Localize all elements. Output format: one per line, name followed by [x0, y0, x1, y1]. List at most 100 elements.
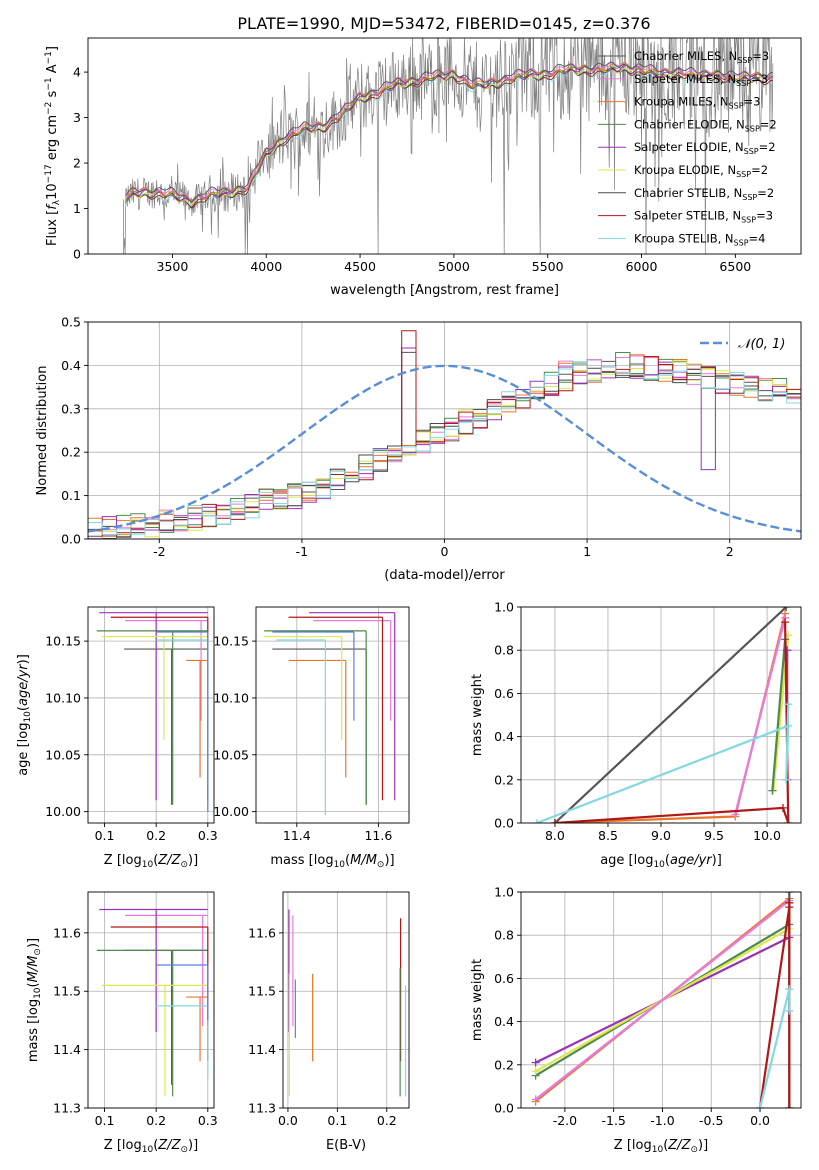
- y-axis-label-part: −1: [44, 51, 54, 64]
- x-tick-label: 10.0: [753, 828, 781, 843]
- y-tick-label: 0.8: [494, 928, 514, 943]
- y-axis-label-part: log: [26, 999, 41, 1019]
- y-tick-label: 1.0: [494, 885, 514, 900]
- x-axis-label: Z [log10(Z/Z⊙)]: [614, 1138, 708, 1155]
- series-marker: [531, 1095, 540, 1104]
- y-tick-label: 0.2: [494, 772, 514, 787]
- legend-entry: Chabrier MILES, NSSP=3: [634, 49, 769, 65]
- series-marker: [785, 985, 794, 994]
- series-marker: [782, 775, 791, 784]
- x-axis-label-part: ⊙: [377, 860, 385, 870]
- axes-frame: [255, 606, 410, 824]
- legend-value: =3: [751, 72, 768, 86]
- x-axis-label-part: Z/Z: [667, 1138, 691, 1153]
- histogram-salpeter-miles: [88, 355, 801, 539]
- y-axis-label-part: erg cm: [45, 115, 60, 164]
- x-axis-label-part: 10: [142, 860, 154, 870]
- legend-entry: Salpeter STELIB, NSSP=3: [634, 209, 773, 225]
- series-line-salpeter-miles: [734, 617, 787, 815]
- y-axis-label: Flux [fλ10−17 erg cm−2 s−1 A−1]: [44, 46, 62, 246]
- axes-frame: [87, 606, 215, 824]
- point-chabrier-elodie: [264, 630, 367, 805]
- plot-area-age-vs-Z: [96, 612, 209, 812]
- legend-value: =2: [759, 140, 776, 154]
- y-tick-label: 2: [73, 156, 81, 171]
- y-tick-label: 0.0: [494, 1101, 514, 1116]
- legend-entry: Salpeter MILES, NSSP=3: [634, 72, 768, 88]
- y-tick-label: 0.1: [61, 488, 81, 503]
- x-axis-label-part: M/M: [350, 853, 377, 868]
- x-tick-label: 0.1: [95, 828, 115, 843]
- y-axis-label-part: Flux [: [45, 210, 60, 246]
- y-axis-label-part: age/yr: [16, 663, 31, 706]
- x-tick-label: 0.2: [146, 1113, 166, 1128]
- y-tick-label: 10.00: [213, 804, 249, 819]
- series-marker: [785, 1006, 794, 1015]
- y-tick-label: 10.05: [45, 747, 81, 762]
- x-axis-label-part: log: [122, 853, 142, 868]
- series-marker: [782, 607, 791, 611]
- point-salpeter-stelib: [288, 616, 384, 801]
- axes-mass-vs-ebv: 0.0 0.1 0.2 11.3 11.4 11.5 11.6 E(B-V): [248, 891, 410, 1153]
- x-axis-label-part: log: [314, 853, 334, 868]
- normal-distribution-curve: [88, 364, 801, 533]
- x-axis-label: (data-model)/error: [384, 568, 505, 583]
- y-axis-label: age [log10(age/yr)]: [16, 654, 33, 776]
- x-tick-label: 3500: [157, 259, 189, 274]
- y-axis-label-part: (: [16, 706, 31, 711]
- point-salpeter-elodie: [99, 908, 208, 1033]
- x-axis-label-part: log: [122, 1138, 142, 1153]
- x-tick-label: 6500: [719, 259, 751, 274]
- chart-layer: 3500 4000 4500 5000 5500 6000 6500 0 1 2 3 4 Chabrie…: [16, 37, 802, 1155]
- axes-massweight-vs-age: 8.0 8.5 9.0 9.5 10.0 0.0 0.2 0.4 0.6 0.8 1.0 age [l…: [470, 600, 802, 870]
- series-marker: [784, 700, 793, 709]
- series-marker: [785, 892, 794, 896]
- legend-subscript: SSP: [741, 216, 756, 225]
- model-line-chabrier-stelib: [125, 67, 773, 208]
- point-kroupa-elodie: [264, 635, 343, 741]
- axes-frame: [87, 37, 802, 255]
- x-tick-label: 0: [441, 544, 449, 559]
- y-tick-label: 10.10: [213, 690, 249, 705]
- x-tick-label: 4500: [344, 259, 376, 274]
- x-tick-label: -2: [153, 544, 165, 559]
- x-tick-label: 0.1: [95, 1113, 115, 1128]
- legend-text: Chabrier STELIB, N: [634, 186, 742, 200]
- axes-residuals: -2 -1 0 1 2 0.0 0.1 0.2 0.3 0.4 0.5 𝒩(0, 1) (data-mo…: [35, 315, 802, 583]
- y-tick-label: 0.8: [494, 643, 514, 658]
- y-tick-label: 0.5: [61, 315, 81, 330]
- x-axis-label: wavelength [Angstrom, rest frame]: [330, 283, 559, 298]
- point-chabrier-elodie: [96, 949, 208, 1097]
- axes-frame: [520, 606, 802, 824]
- legend-value: =2: [757, 186, 774, 200]
- point-chabrier-miles: [272, 648, 367, 805]
- x-tick-label: 5000: [438, 259, 470, 274]
- y-tick-label: 11.6: [248, 925, 276, 940]
- y-axis-label-part: ⊙: [33, 948, 43, 956]
- y-tick-label: 0: [73, 247, 81, 262]
- series-marker: [531, 1067, 540, 1076]
- plot-area-spectrum: [123, 38, 774, 254]
- x-tick-label: 0.3: [198, 1113, 218, 1128]
- point-salpeter-elodie: [309, 612, 396, 801]
- point-kroupa-miles: [186, 996, 208, 1062]
- x-axis-label-part: 10: [334, 860, 346, 870]
- y-axis-label: mass weight: [470, 674, 485, 756]
- legend-text: Kroupa ELODIE, N: [634, 163, 736, 177]
- point-extra: [156, 631, 209, 812]
- y-axis-label: Normed distribution: [35, 366, 50, 496]
- point-kroupa-miles: [186, 659, 208, 778]
- legend-entry: Chabrier ELODIE, NSSP=2: [634, 117, 777, 133]
- legend-entry: Kroupa STELIB, NSSP=4: [634, 231, 765, 247]
- y-axis-label-part: mass weight: [470, 959, 485, 1041]
- model-line-kroupa-miles: [125, 62, 774, 202]
- series-marker: [550, 819, 559, 823]
- y-tick-label: 0.4: [494, 729, 514, 744]
- y-tick-label: 10.05: [213, 747, 249, 762]
- plot-area-age-vs-mass: [264, 612, 396, 816]
- x-axis-label-part: age/yr: [670, 853, 713, 868]
- legend-text: Salpeter ELODIE, N: [634, 140, 744, 154]
- x-tick-label: 11.4: [283, 828, 311, 843]
- x-tick-label: 8.5: [598, 828, 618, 843]
